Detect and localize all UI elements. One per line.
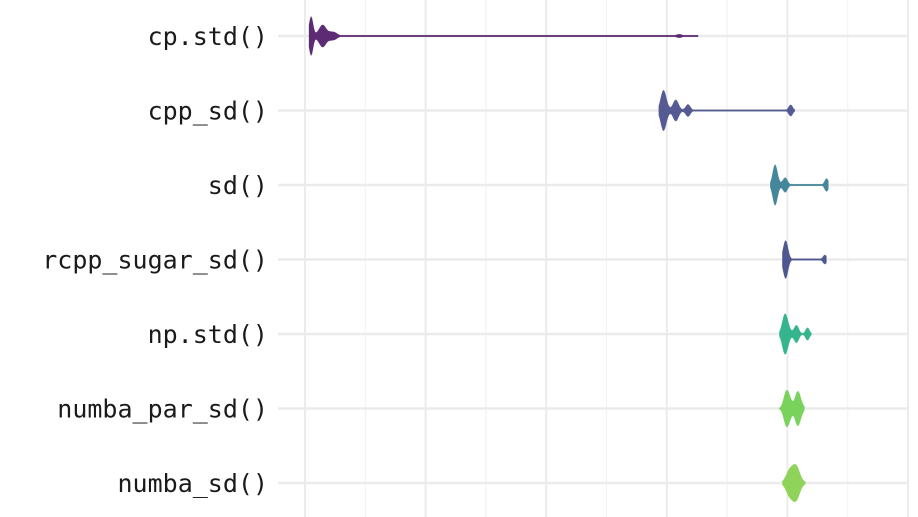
violin-3 <box>782 239 827 280</box>
category-label: numba_par_sd() <box>57 395 268 424</box>
violin-6 <box>782 464 806 502</box>
category-label: sd() <box>208 171 268 200</box>
category-label: cpp_sd() <box>148 97 268 126</box>
violin-4 <box>779 313 812 355</box>
category-label: np.std() <box>148 320 268 349</box>
violin-2 <box>769 164 829 206</box>
violin-series <box>308 15 829 502</box>
violin-0 <box>308 15 699 57</box>
category-label: numba_sd() <box>117 469 268 498</box>
category-label: cp.std() <box>148 22 268 51</box>
violin-5 <box>779 389 805 428</box>
category-labels: cp.std() cpp_sd() sd() rcpp_sugar_sd() np.st… <box>42 22 268 498</box>
violin-1 <box>658 89 796 132</box>
category-label: rcpp_sugar_sd() <box>42 246 268 275</box>
